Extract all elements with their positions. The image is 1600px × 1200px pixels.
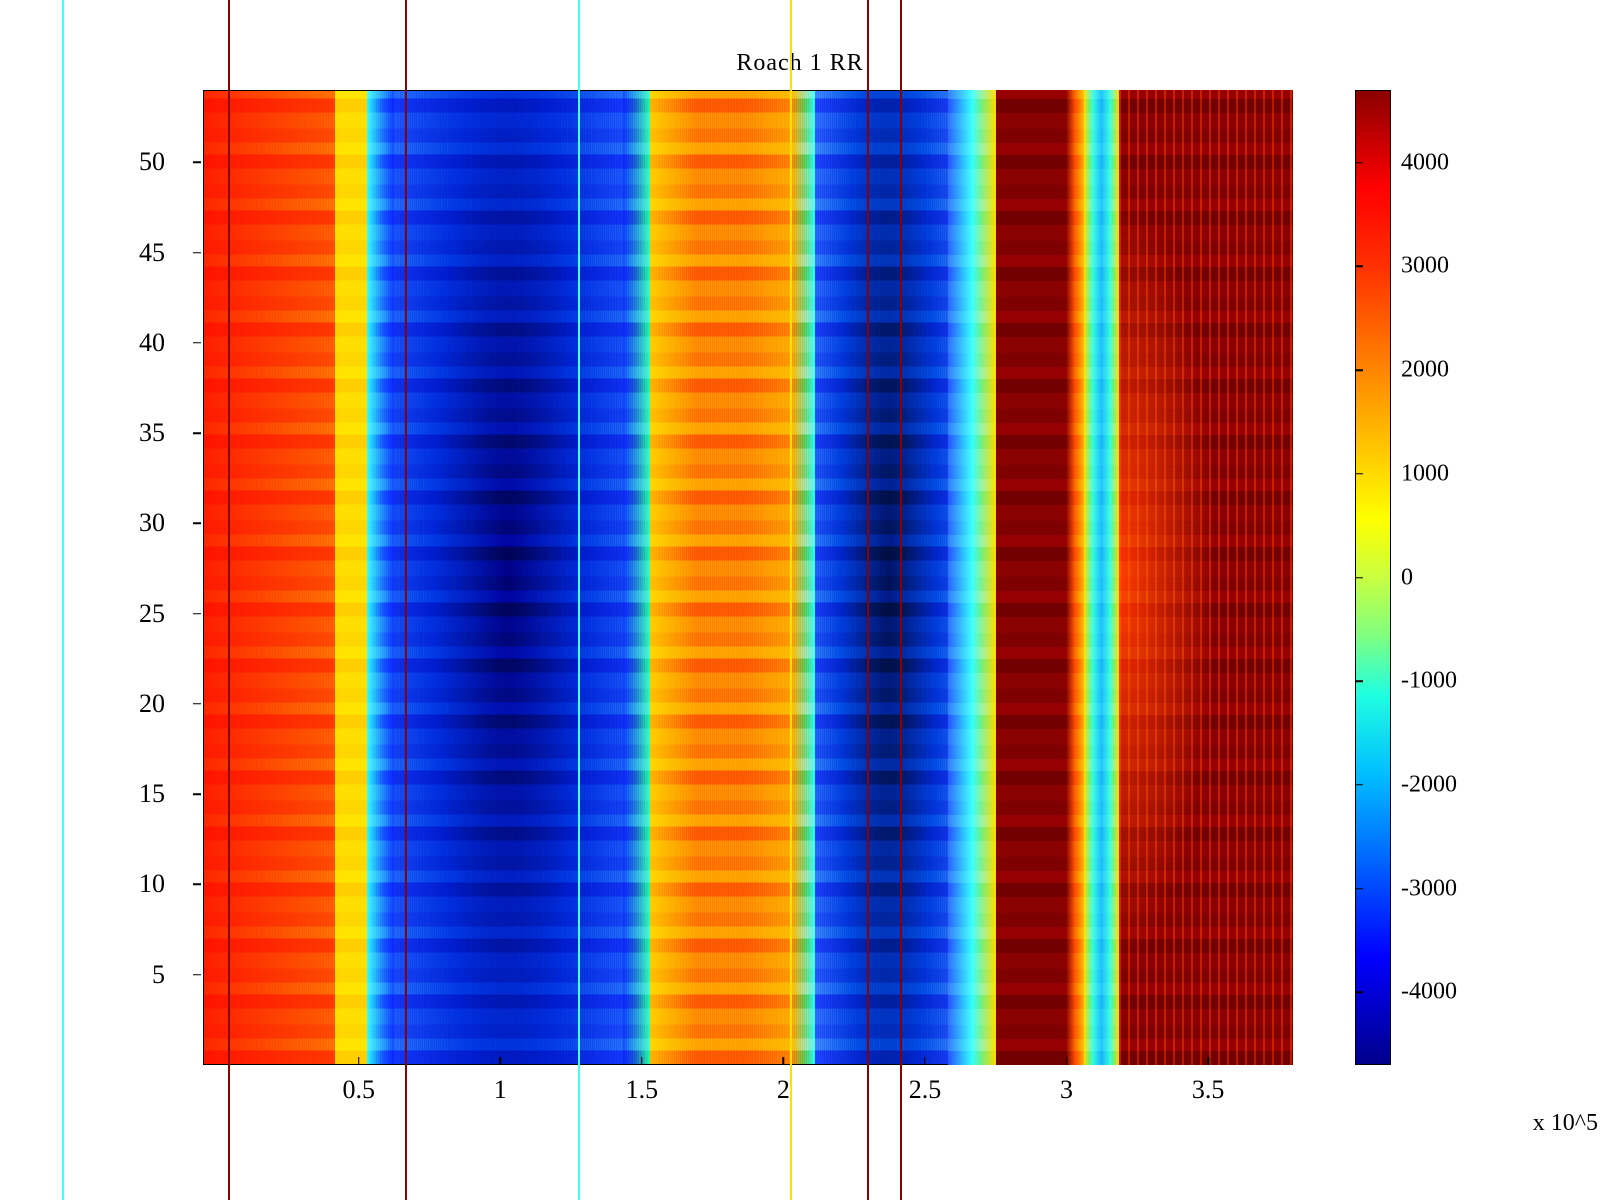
colorbar-tick-label: 0 [1401,564,1413,591]
y-tick-mark [193,974,201,976]
y-tick-mark [193,793,201,795]
y-tick-mark [193,884,201,886]
x-tick-mark [783,1057,785,1065]
x-tick-mark [500,1057,502,1065]
colorbar-tick-mark [1355,577,1363,579]
x-axis-exponent-label: x 10^5 [1533,1110,1598,1137]
y-tick-mark [193,342,201,344]
y-tick-mark [193,252,201,254]
x-tick-label: 2 [777,1075,790,1105]
y-tick-mark [193,161,201,163]
colorbar-tick-mark [1355,784,1363,786]
y-tick-label: 10 [139,869,165,899]
y-tick-mark [193,432,201,434]
chart-title: Roach 1 RR [0,50,1600,77]
x-tick-label: 2.5 [909,1075,942,1105]
y-tick-mark [193,523,201,525]
y-tick-label: 45 [139,238,165,268]
x-tick-label: 1 [494,1075,507,1105]
x-tick-label: 3.5 [1192,1075,1225,1105]
colorbar-tick-mark [1355,473,1363,475]
rfi-line [867,0,869,1200]
colorbar-tick-mark [1355,162,1363,164]
colorbar-tick-mark [1355,369,1363,371]
rfi-line [405,0,407,1200]
colorbar-tick-label: 2000 [1401,357,1449,384]
colorbar-tick-mark [1355,266,1363,268]
rfi-line [790,0,792,1200]
y-tick-label: 50 [139,147,165,177]
x-axis: 0.5 1 1.5 2 2.5 3 3.5 [203,1065,1293,1125]
y-tick-label: 40 [139,328,165,358]
colorbar-tick-label: -3000 [1401,875,1457,902]
rfi-line [578,0,580,1200]
colorbar-tick-label: 1000 [1401,460,1449,487]
colorbar-tick-mark [1355,680,1363,682]
x-tick-label: 0.5 [342,1075,375,1105]
colorbar-tick-label: 3000 [1401,253,1449,280]
y-tick-label: 5 [152,960,165,990]
colorbar-tick-label: -4000 [1401,979,1457,1006]
y-tick-label: 35 [139,418,165,448]
y-tick-label: 15 [139,779,165,809]
heatmap-plot[interactable] [203,90,1293,1065]
y-tick-label: 20 [139,689,165,719]
x-tick-mark [1066,1057,1068,1065]
colorbar-tick-mark [1355,992,1363,994]
x-tick-mark [924,1057,926,1065]
y-tick-label: 25 [139,599,165,629]
x-tick-mark [641,1057,643,1065]
x-tick-label: 1.5 [626,1075,659,1105]
rfi-line [228,0,230,1200]
y-axis: 5 10 15 20 25 30 35 40 45 50 [0,90,190,1065]
colorbar-tick-mark [1355,888,1363,890]
y-tick-mark [193,613,201,615]
colorbar-tick-label: -1000 [1401,668,1457,695]
colorbar[interactable]: 4000 3000 2000 1000 0 -1000 -2000 -3000 -4000 [1355,90,1391,1065]
y-tick-mark [193,703,201,705]
colorbar-tick-label: -2000 [1401,771,1457,798]
y-tick-label: 30 [139,508,165,538]
colorbar-tick-label: 4000 [1401,149,1449,176]
rfi-line [900,0,902,1200]
x-tick-mark [358,1057,360,1065]
x-tick-mark [1207,1057,1209,1065]
heatmap-canvas-spacer [204,90,1293,1065]
x-tick-label: 3 [1060,1075,1073,1105]
